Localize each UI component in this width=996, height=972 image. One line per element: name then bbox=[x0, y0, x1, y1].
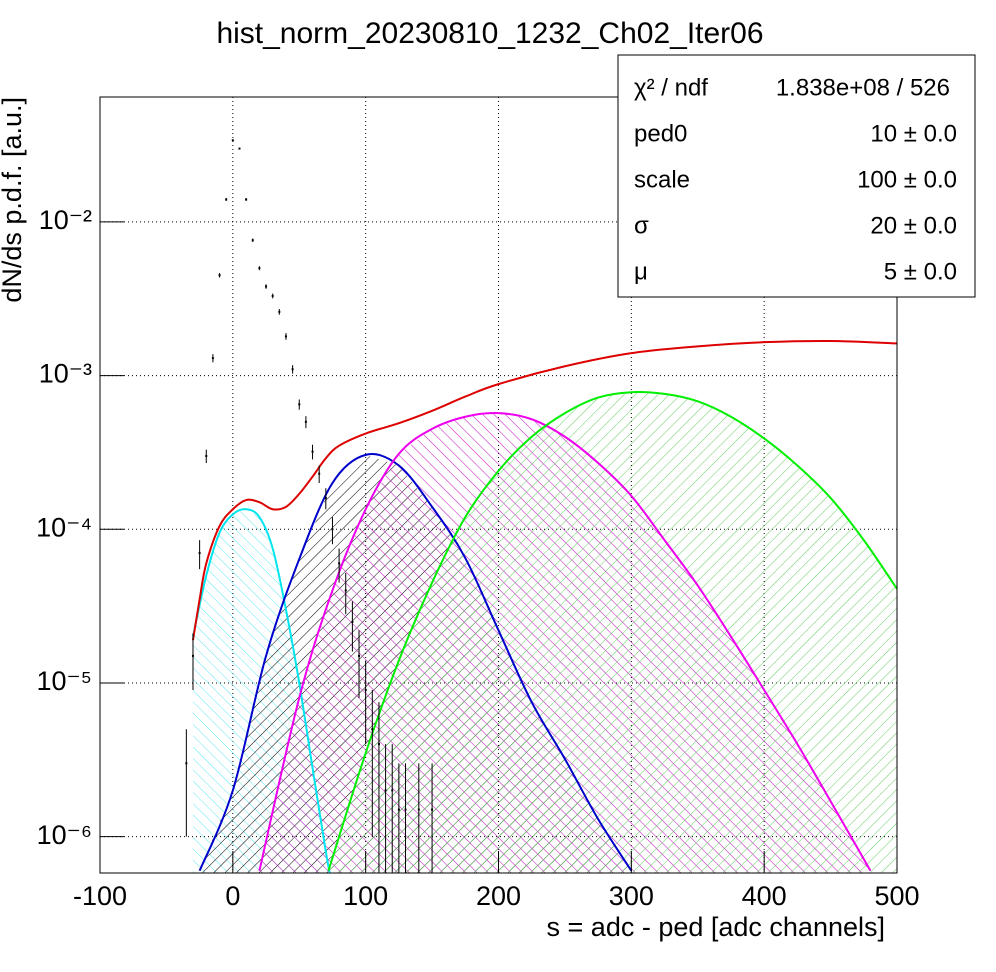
data-point bbox=[225, 198, 228, 201]
x-tick-label: 400 bbox=[742, 881, 787, 911]
stats-frame bbox=[617, 54, 976, 298]
stats-label: scale bbox=[634, 166, 690, 193]
stats-label: ped0 bbox=[634, 120, 687, 147]
data-point bbox=[304, 420, 307, 423]
data-point bbox=[278, 310, 281, 313]
data-point bbox=[198, 552, 201, 555]
curve bbox=[198, 453, 633, 872]
stats-label: σ bbox=[634, 212, 649, 239]
x-tick-label: 200 bbox=[476, 881, 521, 911]
stats-value: 1.838e+08 / 526 bbox=[776, 74, 950, 101]
data-point bbox=[318, 472, 321, 475]
stats-value: 20 ± 0.0 bbox=[870, 212, 957, 239]
data-point bbox=[271, 294, 274, 297]
data-point bbox=[211, 357, 214, 360]
data-point bbox=[384, 789, 387, 792]
y-tick-label: 10⁻⁶ bbox=[37, 820, 92, 850]
data-point bbox=[377, 743, 380, 746]
x-tick-label: 100 bbox=[343, 881, 388, 911]
x-tick-label: 500 bbox=[874, 881, 919, 911]
data-point bbox=[205, 454, 208, 457]
x-tick-label: 300 bbox=[609, 881, 654, 911]
data-point bbox=[338, 562, 341, 565]
stats-value: 100 ± 0.0 bbox=[857, 166, 957, 193]
data-point bbox=[298, 403, 301, 406]
x-tick-label: 0 bbox=[225, 881, 240, 911]
data-point bbox=[265, 285, 268, 288]
data-point bbox=[231, 139, 234, 142]
stats-box: χ² / ndf 1.838e+08 / 526 ped0 10 ± 0.0 scale… bbox=[617, 54, 976, 298]
y-tick-label: 10⁻⁵ bbox=[37, 666, 92, 696]
stats-value: 5 ± 0.0 bbox=[884, 258, 957, 285]
data-point bbox=[391, 789, 394, 792]
x-axis-label: s = adc - ped [adc channels] bbox=[547, 912, 885, 942]
curve bbox=[192, 508, 331, 873]
data-point bbox=[397, 808, 400, 811]
curve bbox=[258, 412, 872, 872]
x-tick-label: -100 bbox=[73, 881, 127, 911]
stats-label: μ bbox=[634, 258, 648, 285]
y-tick-label: 10⁻⁴ bbox=[36, 512, 92, 542]
stats-value: 10 ± 0.0 bbox=[870, 120, 957, 147]
y-axis-label: dN/ds p.d.f. [a.u.] bbox=[0, 97, 27, 303]
data-point bbox=[245, 198, 248, 201]
plot-area bbox=[185, 139, 897, 873]
data-point bbox=[351, 620, 354, 623]
curve bbox=[191, 339, 897, 641]
data-point bbox=[185, 762, 188, 765]
data-point bbox=[284, 335, 287, 338]
data-point bbox=[311, 450, 314, 453]
data-point bbox=[218, 274, 221, 277]
data-point bbox=[371, 728, 374, 731]
data-point bbox=[191, 654, 194, 657]
axes: -100 0 100 200 300 400 500 10⁻⁶ 10⁻⁵ 10⁻⁴ 10⁻³ 10⁻² bbox=[36, 205, 919, 911]
chart-title: hist_norm_20230810_1232_Ch02_Iter06 bbox=[216, 17, 763, 50]
y-tick-label: 10⁻² bbox=[39, 205, 92, 235]
data-point bbox=[251, 239, 254, 242]
data-point bbox=[324, 496, 327, 499]
data-point bbox=[331, 528, 334, 531]
data-point bbox=[291, 368, 294, 371]
stats-label: χ² / ndf bbox=[634, 74, 708, 101]
data-point bbox=[417, 808, 420, 811]
data-point bbox=[344, 589, 347, 592]
area-fill bbox=[328, 392, 897, 873]
data-point bbox=[431, 808, 434, 811]
data-point bbox=[404, 808, 407, 811]
curve bbox=[327, 390, 897, 872]
y-tick-label: 10⁻³ bbox=[39, 359, 92, 389]
data-point bbox=[258, 267, 261, 270]
data-point bbox=[364, 688, 367, 691]
data-point bbox=[358, 654, 361, 657]
data-point bbox=[238, 147, 241, 150]
